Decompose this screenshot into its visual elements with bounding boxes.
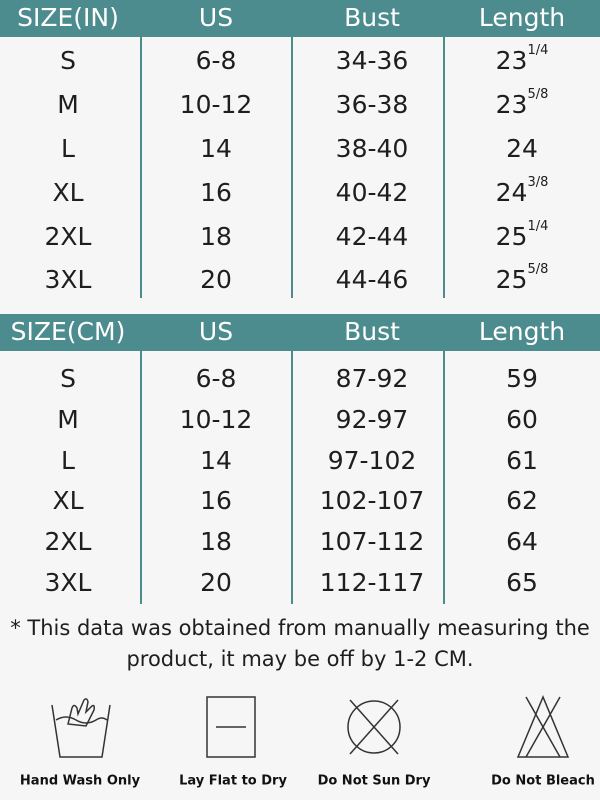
table-cell: XL <box>52 178 83 207</box>
table-cell: 20 <box>200 568 232 597</box>
table-cell: 3XL <box>45 568 92 597</box>
table-cell: S <box>60 46 76 75</box>
table-cell: 16 <box>200 486 232 515</box>
header-cell: Length <box>479 3 565 32</box>
table-cell: 112-117 <box>320 568 424 597</box>
table-cell: 255/8 <box>496 262 549 295</box>
length-whole: 25 <box>496 222 528 251</box>
care-label: Do Not Bleach <box>491 774 595 789</box>
table-cell: 10-12 <box>180 405 253 434</box>
table-cell: 59 <box>506 364 538 393</box>
length-fraction: 1/4 <box>527 43 548 58</box>
table-cell: 60 <box>506 405 538 434</box>
table-cell: 61 <box>506 446 538 475</box>
length-fraction: 5/8 <box>527 262 548 277</box>
table-cell: 6-8 <box>196 46 237 75</box>
table-cell: XL <box>52 486 83 515</box>
length-fraction: 3/8 <box>527 175 548 190</box>
lay-flat-icon <box>206 696 256 758</box>
table-cell: 87-92 <box>336 364 409 393</box>
table-cell: 2XL <box>45 527 92 556</box>
table-header-bar <box>0 0 600 37</box>
table-cell: 14 <box>200 446 232 475</box>
table-cell: 18 <box>200 527 232 556</box>
table-cell: 40-42 <box>336 178 409 207</box>
table-cell: M <box>57 90 79 119</box>
table-cell: 97-102 <box>328 446 417 475</box>
header-cell: Bust <box>344 3 400 32</box>
table-cell: S <box>60 364 76 393</box>
length-whole: 24 <box>506 134 538 163</box>
table-cell: 65 <box>506 568 538 597</box>
table-cell: 20 <box>200 265 232 294</box>
header-cell: SIZE(CM) <box>11 317 126 346</box>
care-label: Do Not Sun Dry <box>318 774 431 789</box>
hand-wash-icon <box>51 698 111 758</box>
header-cell: Length <box>479 317 565 346</box>
header-cell: US <box>199 317 233 346</box>
header-cell: Bust <box>344 317 400 346</box>
table-cell: 235/8 <box>496 87 549 120</box>
table-cell: 42-44 <box>336 222 409 251</box>
table-cell: 243/8 <box>496 175 549 208</box>
table-cell: 3XL <box>45 265 92 294</box>
care-label: Hand Wash Only <box>20 774 141 789</box>
length-whole: 24 <box>496 178 528 207</box>
note-line: product, it may be off by 1-2 CM. <box>126 647 473 671</box>
no-sun-dry-icon <box>347 699 401 755</box>
table-cell: L <box>61 134 75 163</box>
table-cell: 16 <box>200 178 232 207</box>
table-header-bar <box>0 314 600 351</box>
note-line: * This data was obtained from manually m… <box>10 616 590 640</box>
table-cell: 14 <box>200 134 232 163</box>
table-cell: 251/4 <box>496 219 549 252</box>
table-cell: 107-112 <box>320 527 424 556</box>
length-whole: 23 <box>496 90 528 119</box>
header-cell: SIZE(IN) <box>17 3 119 32</box>
table-cell: 6-8 <box>196 364 237 393</box>
table-cell: 18 <box>200 222 232 251</box>
care-icons <box>51 695 570 758</box>
table-cell: 64 <box>506 527 538 556</box>
header-cell: US <box>199 3 233 32</box>
table-cell: M <box>57 405 79 434</box>
table-cell: 62 <box>506 486 538 515</box>
care-label: Lay Flat to Dry <box>179 774 287 789</box>
table-cell: 34-36 <box>336 46 409 75</box>
table-cell: 231/4 <box>496 43 549 76</box>
table-cell: 24 <box>506 134 538 163</box>
no-bleach-icon <box>516 695 570 758</box>
length-whole: 23 <box>496 46 528 75</box>
length-fraction: 5/8 <box>527 87 548 102</box>
length-fraction: 1/4 <box>527 219 548 234</box>
table-cell: 38-40 <box>336 134 409 163</box>
length-whole: 25 <box>496 265 528 294</box>
table-cell: 36-38 <box>336 90 409 119</box>
table-cell: 92-97 <box>336 405 409 434</box>
table-cell: L <box>61 446 75 475</box>
table-cell: 44-46 <box>336 265 409 294</box>
table-cell: 2XL <box>45 222 92 251</box>
table-cell: 10-12 <box>180 90 253 119</box>
table-cell: 102-107 <box>320 486 424 515</box>
